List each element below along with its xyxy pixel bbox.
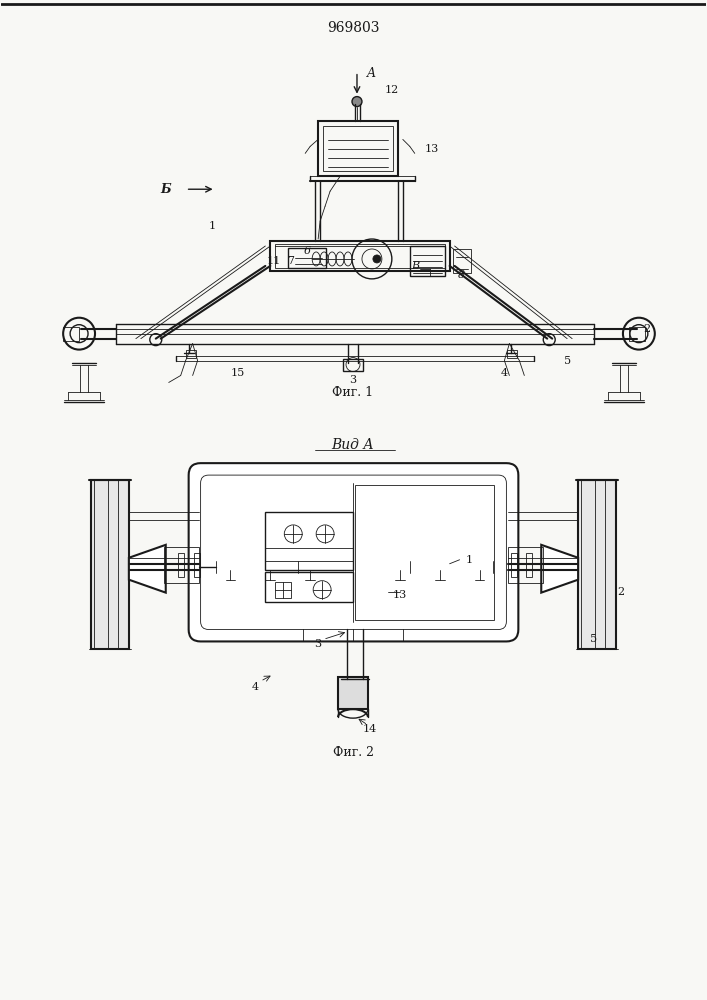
- Text: 4: 4: [252, 682, 259, 692]
- Bar: [452, 249, 471, 273]
- Bar: [578, 480, 616, 649]
- Bar: [355, 485, 494, 620]
- Text: 2: 2: [617, 587, 624, 597]
- Bar: [265, 572, 353, 602]
- Text: 969803: 969803: [327, 21, 379, 35]
- Bar: [526, 553, 532, 577]
- Text: 2: 2: [643, 324, 650, 334]
- Bar: [511, 553, 518, 577]
- Text: Б: Б: [160, 183, 171, 196]
- Bar: [177, 553, 184, 577]
- Text: 7: 7: [287, 256, 293, 266]
- Text: 1: 1: [466, 555, 473, 565]
- FancyBboxPatch shape: [189, 463, 518, 641]
- Bar: [275, 244, 445, 268]
- Polygon shape: [129, 545, 165, 593]
- Polygon shape: [542, 545, 578, 593]
- Bar: [318, 121, 398, 176]
- Text: 5: 5: [590, 634, 597, 644]
- Bar: [63, 327, 79, 341]
- Text: Вид А: Вид А: [332, 438, 375, 452]
- Bar: [629, 327, 645, 341]
- Bar: [265, 512, 353, 570]
- Text: 4: 4: [501, 368, 508, 378]
- Bar: [410, 246, 445, 276]
- Text: Фиг. 1: Фиг. 1: [332, 386, 373, 399]
- Text: 13: 13: [425, 144, 439, 154]
- Bar: [323, 126, 393, 171]
- Bar: [508, 350, 518, 358]
- Text: 1: 1: [209, 221, 216, 231]
- Text: Фиг. 2: Фиг. 2: [332, 746, 373, 759]
- Bar: [275, 582, 291, 598]
- Bar: [186, 350, 196, 358]
- Bar: [343, 359, 363, 371]
- Bar: [194, 553, 199, 577]
- Bar: [91, 480, 129, 649]
- Text: 5: 5: [563, 356, 571, 366]
- Text: 14: 14: [363, 724, 377, 734]
- Text: 11: 11: [267, 256, 281, 266]
- Circle shape: [352, 97, 362, 107]
- Bar: [270, 241, 450, 271]
- Bar: [338, 677, 368, 709]
- Text: 15: 15: [230, 368, 245, 378]
- Text: B: B: [411, 261, 419, 271]
- Text: A: A: [368, 67, 376, 80]
- Bar: [288, 248, 326, 268]
- Text: 8: 8: [458, 270, 465, 280]
- Text: 6: 6: [303, 246, 311, 256]
- Text: 13: 13: [392, 590, 407, 600]
- Bar: [508, 547, 543, 583]
- Text: 12: 12: [385, 85, 399, 95]
- Text: 3: 3: [315, 639, 322, 649]
- Text: 3: 3: [349, 375, 356, 385]
- Bar: [164, 547, 199, 583]
- Circle shape: [373, 255, 381, 263]
